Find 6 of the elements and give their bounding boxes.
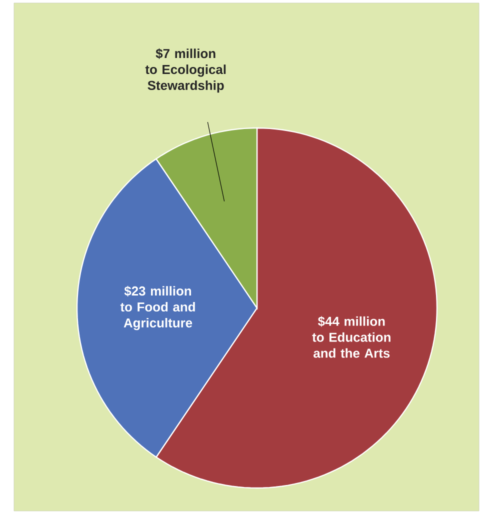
data-label: $44 million xyxy=(318,316,385,327)
data-label: $7 million xyxy=(156,48,216,59)
data-label: $23 million xyxy=(124,286,192,296)
slice-label: to Education and the Arts xyxy=(312,332,390,358)
slice-label: to Ecological Stewardship xyxy=(145,64,226,93)
slice-label: to Food and Agriculture xyxy=(120,302,195,330)
